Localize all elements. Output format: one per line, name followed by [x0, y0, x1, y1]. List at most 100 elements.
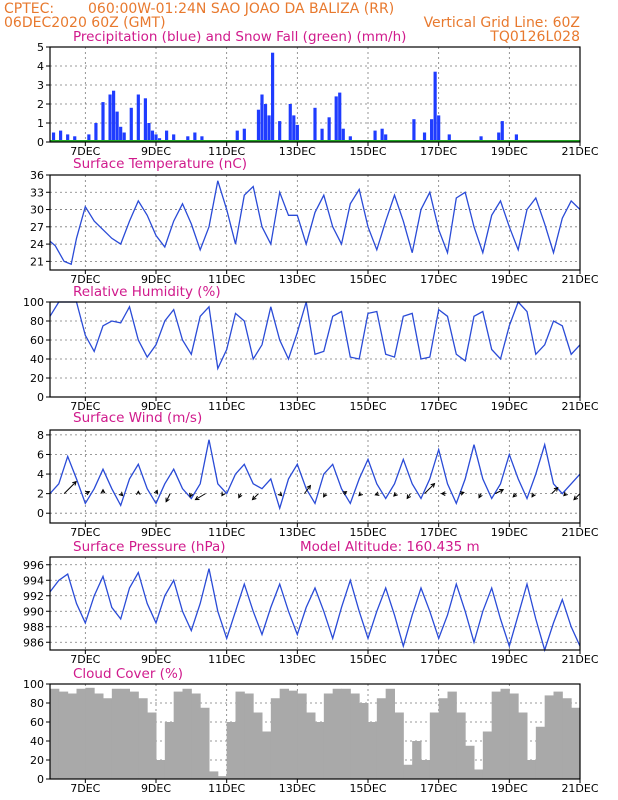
y-tick-label: 8 — [37, 429, 44, 442]
series-line — [49, 439, 581, 511]
x-tick-label: 17DEC — [420, 145, 457, 158]
x-tick-label: 7DEC — [70, 782, 100, 795]
y-tick-label: 994 — [23, 574, 44, 587]
cloud-bar — [359, 703, 369, 779]
cloud-bar — [120, 688, 130, 779]
wind-arrow-head — [72, 480, 77, 486]
precip-bar — [150, 130, 155, 142]
cloud-bar — [500, 688, 510, 779]
y-tick-label: 990 — [23, 605, 44, 618]
x-tick-label: 21DEC — [561, 653, 598, 666]
precip-bar — [94, 123, 98, 142]
x-tick-label: 19DEC — [491, 526, 528, 539]
precip-bar — [380, 128, 384, 142]
wind-arrow-head — [478, 493, 483, 499]
x-tick-label: 17DEC — [420, 653, 457, 666]
y-tick-label: 20 — [30, 372, 44, 385]
cloud-bar — [518, 712, 528, 779]
precip-bar — [430, 119, 434, 142]
precip-bar — [147, 123, 151, 142]
panel-5: 0 20 40 60 80 100 7DEC 9DEC 11DEC 13DEC 15DEC 17DEC… — [23, 678, 599, 795]
cloud-bar — [58, 691, 69, 779]
wind-arrow-head — [277, 491, 283, 497]
cloud-bar — [209, 771, 219, 779]
y-tick-label: 21 — [30, 255, 44, 268]
precip-bar — [271, 52, 275, 143]
cloud-bar — [138, 698, 148, 779]
y-tick-label: 996 — [23, 559, 44, 572]
x-tick-label: 7DEC — [70, 400, 100, 413]
panel-1: 21 24 27 30 33 36 7DEC 9DEC 11DEC 13DEC 15DEC 17DEC… — [30, 169, 599, 286]
precip-bar — [292, 115, 296, 142]
y-tick-label: 2 — [37, 98, 44, 111]
precip-bar — [288, 104, 292, 142]
precip-bar — [108, 94, 112, 142]
x-tick-label: 9DEC — [141, 653, 171, 666]
x-tick-label: 13DEC — [279, 273, 316, 286]
cloud-bar — [235, 691, 245, 779]
cloud-bar — [456, 712, 466, 779]
wind-arrow-head — [221, 491, 226, 497]
panel-title-precip: Precipitation (blue) and Snow Fall (gree… — [73, 29, 406, 45]
y-tick-label: 3 — [37, 79, 44, 92]
cloud-bar — [412, 741, 422, 779]
panel-frame — [49, 174, 581, 271]
y-tick-label: 27 — [30, 221, 44, 234]
x-tick-label: 21DEC — [561, 526, 598, 539]
cloud-bar — [421, 760, 431, 779]
precip-bar — [373, 130, 377, 142]
x-tick-label: 9DEC — [141, 400, 171, 413]
cloud-bar — [129, 691, 139, 779]
cloud-bar — [394, 712, 404, 779]
panel-frame — [49, 301, 581, 398]
x-tick-label: 17DEC — [420, 273, 457, 286]
precip-bar — [422, 132, 427, 142]
cloud-bar — [279, 688, 289, 779]
precip-bar — [341, 128, 345, 142]
cloud-bar — [385, 688, 395, 779]
panel-frame — [49, 556, 581, 651]
x-tick-label: 11DEC — [208, 782, 245, 795]
series-line — [49, 180, 581, 266]
precip-bar — [497, 132, 501, 142]
cloud-bar — [297, 693, 307, 779]
x-tick-label: 19DEC — [491, 782, 528, 795]
x-tick-label: 19DEC — [491, 653, 528, 666]
wind-arrow-head — [512, 492, 518, 498]
header-model: TQ0126L028 — [489, 29, 580, 45]
x-tick-label: 11DEC — [208, 400, 245, 413]
wind-arrow-head — [135, 490, 141, 495]
wind-arrow — [303, 485, 311, 494]
wind-arrow-head — [194, 495, 200, 501]
cloud-bar — [447, 691, 457, 779]
x-tick-label: 13DEC — [279, 526, 316, 539]
y-tick-label: 4 — [37, 468, 44, 481]
y-tick-label: 24 — [30, 238, 44, 251]
panel-title-wind: Surface Wind (m/s) — [73, 410, 202, 426]
cloud-bar — [67, 693, 77, 779]
cloud-bar — [94, 693, 104, 779]
wind-arrow-head — [393, 492, 398, 497]
precip-bar — [51, 132, 56, 142]
x-tick-label: 15DEC — [349, 782, 386, 795]
precip-bar — [433, 71, 437, 142]
panel-title-humidity: Relative Humidity (%) — [73, 284, 221, 300]
precip-bar — [514, 134, 518, 142]
x-tick-label: 9DEC — [141, 273, 171, 286]
precip-bar — [500, 121, 504, 142]
precip-bar — [267, 115, 271, 142]
panel-4: 986 988 990 992 994 996 7DEC 9DEC 11DEC 13DEC 15DE… — [23, 556, 599, 666]
x-tick-label: 9DEC — [141, 526, 171, 539]
cloud-bar — [429, 712, 440, 779]
precip-bar — [278, 121, 282, 142]
x-tick-label: 21DEC — [561, 273, 598, 286]
y-tick-label: 100 — [23, 296, 44, 309]
precip-bar — [295, 124, 299, 142]
panel-frame — [49, 683, 581, 780]
precip-bar — [437, 115, 441, 142]
x-tick-label: 15DEC — [349, 273, 386, 286]
y-tick-label: 100 — [23, 678, 44, 691]
x-tick-label: 11DEC — [208, 273, 245, 286]
wind-arrow-head — [323, 492, 328, 498]
precip-bar — [129, 107, 133, 142]
